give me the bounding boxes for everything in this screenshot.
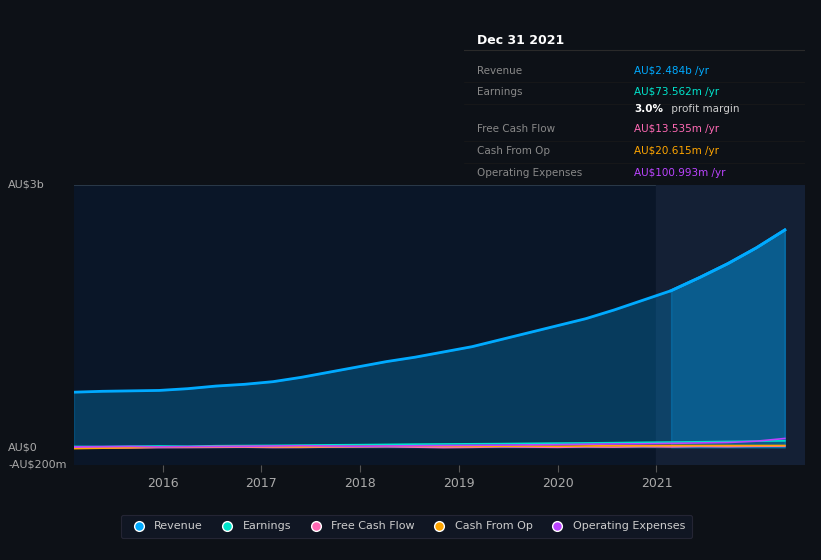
Text: AU$100.993m /yr: AU$100.993m /yr <box>635 168 726 178</box>
Text: AU$3b: AU$3b <box>8 180 45 190</box>
Text: AU$73.562m /yr: AU$73.562m /yr <box>635 87 719 97</box>
Text: AU$2.484b /yr: AU$2.484b /yr <box>635 66 709 76</box>
Text: AU$0: AU$0 <box>8 442 38 452</box>
Text: Operating Expenses: Operating Expenses <box>478 168 583 178</box>
Legend: Revenue, Earnings, Free Cash Flow, Cash From Op, Operating Expenses: Revenue, Earnings, Free Cash Flow, Cash … <box>121 515 692 538</box>
Text: -AU$200m: -AU$200m <box>8 460 67 470</box>
Text: profit margin: profit margin <box>668 104 740 114</box>
Text: Dec 31 2021: Dec 31 2021 <box>478 34 565 46</box>
Text: AU$20.615m /yr: AU$20.615m /yr <box>635 146 719 156</box>
Text: Revenue: Revenue <box>478 66 523 76</box>
Text: Free Cash Flow: Free Cash Flow <box>478 124 556 134</box>
Text: Earnings: Earnings <box>478 87 523 97</box>
Bar <box>657 185 805 465</box>
Text: AU$13.535m /yr: AU$13.535m /yr <box>635 124 719 134</box>
Text: Cash From Op: Cash From Op <box>478 146 551 156</box>
Text: 3.0%: 3.0% <box>635 104 663 114</box>
